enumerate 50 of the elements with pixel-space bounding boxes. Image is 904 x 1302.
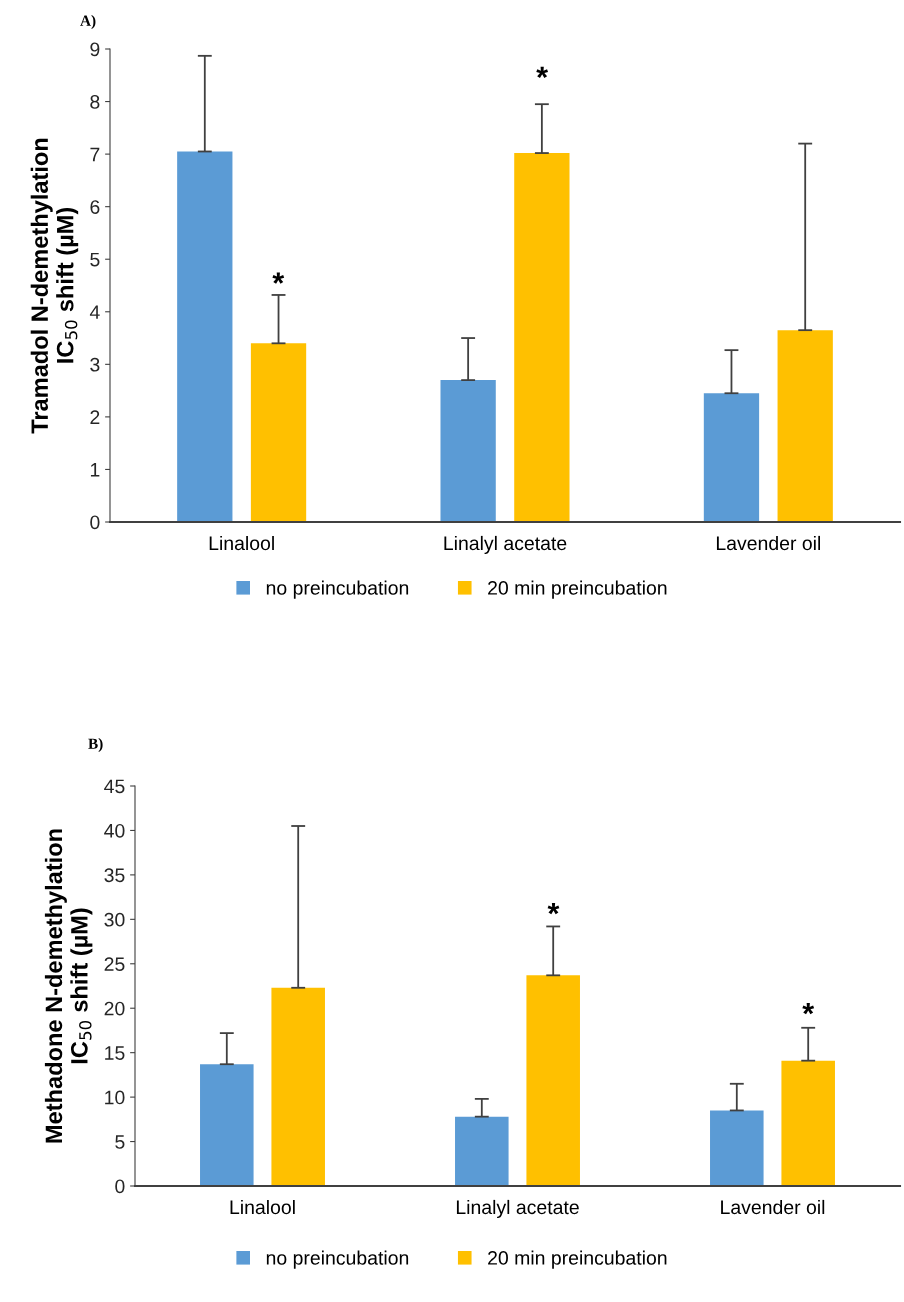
y-tick-label: 5	[115, 1135, 125, 1149]
y-tick-label: 1	[90, 463, 100, 477]
y-tick-label: 35	[104, 868, 125, 883]
bar	[440, 380, 496, 522]
bar	[710, 1110, 764, 1186]
annotation: *	[536, 66, 549, 78]
y-tick-label: 25	[104, 957, 125, 972]
x-tick-label: Linalyl acetate	[444, 535, 567, 555]
x-tick-label: Lavender oil	[721, 1199, 825, 1215]
bar	[514, 153, 570, 522]
legend-label: 20 min preincubation	[488, 580, 667, 599]
bar	[526, 975, 580, 1186]
y-tick-label: 3	[90, 357, 100, 372]
x-tick-label: Linalool	[209, 535, 274, 551]
x-tick-label: Lavender oil	[716, 535, 821, 551]
y-tick-label: 2	[90, 410, 100, 424]
y-tick-label: 9	[90, 42, 100, 57]
y-tick-label: 0	[90, 515, 100, 530]
annotation: *	[802, 1002, 815, 1015]
annotation: *	[547, 902, 560, 915]
y-axis-title: Tramadol N-demethylation IC$_{50}$ shift (µM)	[30, 138, 79, 434]
y-tick-label: 8	[90, 95, 100, 109]
bar	[777, 330, 833, 522]
chart-title: A)	[80, 15, 96, 29]
y-tick-label: 20	[104, 1001, 125, 1016]
bar	[703, 393, 760, 522]
y-tick-label: 30	[104, 912, 125, 927]
legend-label: 20 min preincubation	[488, 1250, 667, 1269]
annotation: *	[272, 272, 285, 284]
y-tick-label: 10	[105, 1090, 125, 1105]
bar	[177, 151, 233, 522]
y-tick-label: 15	[105, 1046, 125, 1060]
bar	[271, 987, 325, 1186]
bar	[250, 343, 307, 522]
y-tick-label: 5	[90, 252, 100, 267]
y-tick-label: 40	[104, 823, 125, 838]
bar	[781, 1060, 835, 1186]
y-tick-label: 0	[115, 1179, 125, 1194]
y-tick-label: 4	[89, 305, 100, 319]
legend-label: no preincubation	[266, 580, 409, 599]
legend-label: no preincubation	[266, 1250, 409, 1269]
y-axis-title: Methadone N-demethylation IC$_{50}$ shift (µM)	[44, 829, 93, 1143]
y-tick-label: 7	[90, 147, 100, 162]
bar	[455, 1116, 509, 1186]
y-tick-label: 6	[90, 200, 100, 214]
bar	[200, 1064, 254, 1186]
x-tick-label: Linalyl acetate	[456, 1199, 579, 1219]
chart-title: B)	[88, 738, 103, 752]
x-tick-label: Linalool	[230, 1199, 295, 1215]
y-tick-label: 45	[104, 779, 125, 794]
